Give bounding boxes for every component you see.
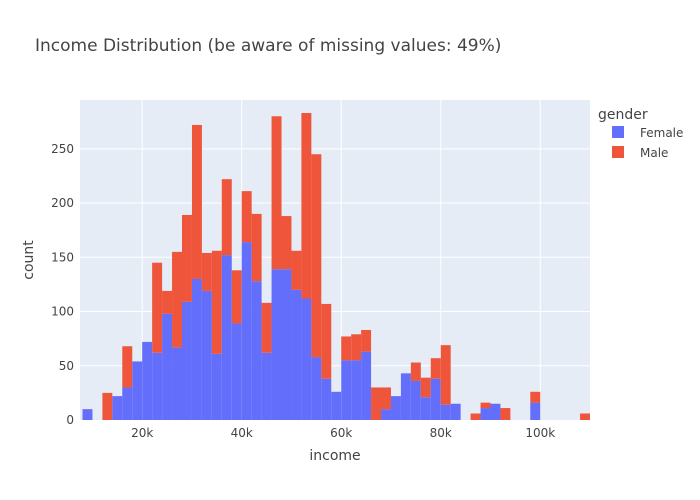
bar-female-46000[interactable] (271, 269, 282, 420)
bar-female-42000[interactable] (251, 281, 262, 420)
bar-male-12000[interactable] (102, 392, 113, 420)
y-tick-label: 250 (51, 142, 74, 156)
bar-male-24000[interactable] (162, 290, 173, 314)
bar-female-22000[interactable] (152, 352, 163, 420)
bar-male-74000[interactable] (410, 362, 421, 381)
bar-female-60000[interactable] (341, 360, 352, 420)
bar-male-22000[interactable] (152, 262, 163, 353)
bar-male-64000[interactable] (361, 329, 372, 352)
legend-item-male[interactable]: Male (612, 146, 668, 160)
bar-male-38000[interactable] (231, 270, 242, 324)
bar-female-80000[interactable] (440, 404, 451, 420)
bar-female-62000[interactable] (351, 360, 362, 420)
bar-female-48000[interactable] (281, 269, 292, 420)
bar-female-58000[interactable] (331, 391, 342, 420)
bar-female-34000[interactable] (211, 353, 222, 420)
x-tick-label: 60k (330, 426, 352, 440)
bar-male-66000[interactable] (371, 387, 382, 420)
bar-female-50000[interactable] (291, 289, 302, 420)
bar-female-54000[interactable] (311, 357, 322, 420)
legend-label-female: Female (640, 126, 683, 140)
bar-female-88000[interactable] (480, 408, 491, 420)
chart-title: Income Distribution (be aware of missing… (35, 36, 501, 56)
bar-female-72000[interactable] (400, 373, 411, 420)
y-tick-label: 0 (66, 413, 74, 427)
bar-male-108000[interactable] (580, 413, 590, 420)
bar-female-56000[interactable] (321, 378, 332, 420)
bar-male-80000[interactable] (440, 345, 451, 405)
x-tick-label: 80k (430, 426, 452, 440)
bar-male-34000[interactable] (211, 250, 222, 354)
bar-female-76000[interactable] (420, 397, 431, 420)
bar-female-68000[interactable] (381, 409, 391, 420)
bar-female-36000[interactable] (221, 255, 232, 420)
bar-male-78000[interactable] (430, 358, 441, 379)
bar-female-52000[interactable] (301, 298, 312, 420)
bar-male-16000[interactable] (122, 346, 133, 388)
bar-female-82000[interactable] (450, 403, 461, 420)
bar-male-30000[interactable] (191, 124, 202, 279)
bar-male-54000[interactable] (311, 154, 322, 358)
y-tick-label: 100 (51, 305, 74, 319)
bar-male-44000[interactable] (261, 302, 272, 353)
bar-male-36000[interactable] (221, 179, 232, 256)
x-axis-title: income (309, 448, 360, 464)
y-axis-ticks: 0 50 100 150 200 250 (51, 142, 74, 427)
bar-female-14000[interactable] (112, 396, 123, 420)
bar-female-8000[interactable] (82, 409, 93, 420)
bar-female-78000[interactable] (430, 378, 441, 420)
legend-label-male: Male (640, 146, 668, 160)
bar-female-38000[interactable] (231, 323, 242, 420)
bar-female-74000[interactable] (410, 380, 421, 420)
x-tick-label: 40k (231, 426, 253, 440)
bar-female-70000[interactable] (390, 396, 401, 420)
bar-male-40000[interactable] (241, 191, 252, 243)
y-tick-label: 50 (59, 359, 74, 373)
legend: gender Female Male (598, 107, 683, 160)
bar-male-48000[interactable] (281, 216, 292, 270)
bar-female-98000[interactable] (530, 402, 541, 420)
bar-female-18000[interactable] (132, 361, 143, 420)
bar-male-60000[interactable] (341, 336, 352, 361)
bar-male-50000[interactable] (291, 250, 302, 290)
bars (82, 113, 590, 420)
bar-male-88000[interactable] (480, 402, 491, 409)
legend-item-female[interactable]: Female (612, 126, 683, 140)
bar-female-90000[interactable] (490, 403, 501, 420)
bar-male-32000[interactable] (201, 252, 212, 291)
bar-male-28000[interactable] (182, 214, 192, 302)
x-axis-ticks: 20k 40k 60k 80k 100k (131, 426, 555, 440)
legend-title: gender (598, 107, 648, 123)
bar-female-64000[interactable] (361, 351, 372, 420)
y-tick-label: 150 (51, 250, 74, 264)
x-tick-label: 100k (525, 426, 555, 440)
bar-female-32000[interactable] (201, 290, 212, 420)
bar-male-52000[interactable] (301, 113, 312, 299)
y-axis-title: count (21, 240, 37, 280)
bar-female-16000[interactable] (122, 387, 133, 420)
bar-female-26000[interactable] (172, 347, 182, 420)
bar-female-24000[interactable] (162, 313, 173, 420)
bar-male-86000[interactable] (470, 413, 481, 420)
bar-male-98000[interactable] (530, 391, 541, 403)
bar-female-40000[interactable] (241, 242, 252, 420)
bar-male-56000[interactable] (321, 303, 332, 379)
legend-swatch-male (612, 146, 624, 158)
bar-female-28000[interactable] (182, 301, 192, 420)
y-tick-label: 200 (51, 196, 74, 210)
bar-female-20000[interactable] (142, 341, 153, 420)
x-tick-label: 20k (131, 426, 153, 440)
bar-male-46000[interactable] (271, 116, 282, 270)
bar-male-92000[interactable] (500, 408, 511, 420)
bar-male-26000[interactable] (172, 251, 182, 348)
bar-male-62000[interactable] (351, 334, 362, 361)
legend-swatch-female (612, 126, 624, 138)
bar-female-30000[interactable] (191, 278, 202, 420)
bar-female-44000[interactable] (261, 352, 272, 420)
bar-male-76000[interactable] (420, 377, 431, 398)
bar-male-68000[interactable] (381, 387, 391, 410)
bar-male-42000[interactable] (251, 213, 262, 282)
